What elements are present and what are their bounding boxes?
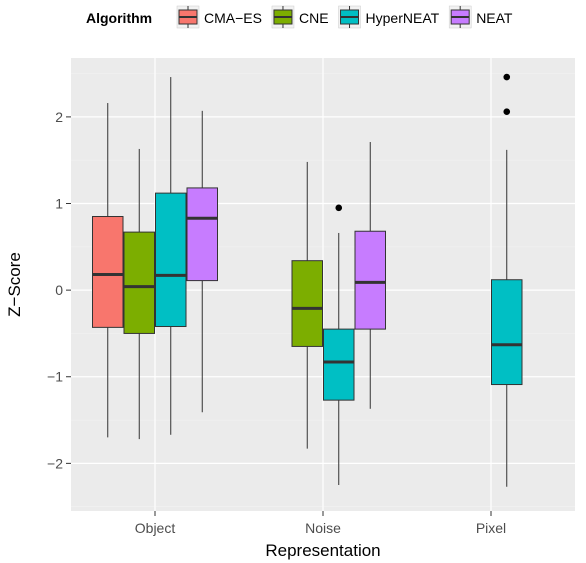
legend-title: Algorithm [86, 10, 152, 26]
legend-key-cma-es: CMA−ES [176, 5, 262, 29]
x-tick-label: Pixel [476, 520, 506, 536]
legend-key-hyperneat: HyperNEAT [338, 5, 440, 29]
x-axis-title: Representation [265, 541, 380, 560]
x-axis: Object Noise Pixel [135, 511, 506, 536]
legend-label: CMA−ES [204, 10, 262, 26]
box-body [354, 230, 386, 330]
legend: Algorithm CMA−ES CNE HyperNEAT NEAT [86, 5, 513, 29]
box-body [155, 192, 187, 328]
y-axis: −2 −1 0 1 2 [47, 109, 71, 471]
box-body [291, 260, 323, 347]
x-tick-label: Noise [305, 520, 341, 536]
outlier-point [503, 73, 511, 81]
legend-label: HyperNEAT [366, 10, 440, 26]
y-tick-label: 0 [55, 282, 63, 298]
box-cma-es-object [92, 103, 124, 438]
box-cne-object [123, 148, 155, 440]
legend-label: NEAT [476, 10, 513, 26]
legend-key-neat: NEAT [448, 5, 513, 29]
box-cne-noise [291, 161, 323, 449]
outlier-point [503, 108, 511, 116]
box-hyperneat-pixel [491, 73, 523, 487]
box-hyperneat-object [155, 77, 187, 435]
box-body [92, 216, 124, 328]
box-body [186, 187, 218, 282]
box-body [123, 231, 155, 334]
y-tick-label: 2 [55, 109, 63, 125]
y-tick-label: −1 [47, 369, 63, 385]
outlier-point [335, 204, 343, 212]
box-neat-object [186, 110, 218, 413]
legend-label: CNE [299, 10, 329, 26]
box-hyperneat-noise [323, 204, 355, 486]
y-tick-label: 1 [55, 196, 63, 212]
y-axis-title: Z−Score [5, 252, 24, 317]
box-body [491, 279, 523, 386]
box-neat-noise [354, 142, 386, 409]
box-body [323, 328, 355, 401]
boxes [92, 73, 523, 487]
legend-key-cne: CNE [271, 5, 329, 29]
y-tick-label: −2 [47, 455, 63, 471]
x-tick-label: Object [135, 520, 176, 536]
